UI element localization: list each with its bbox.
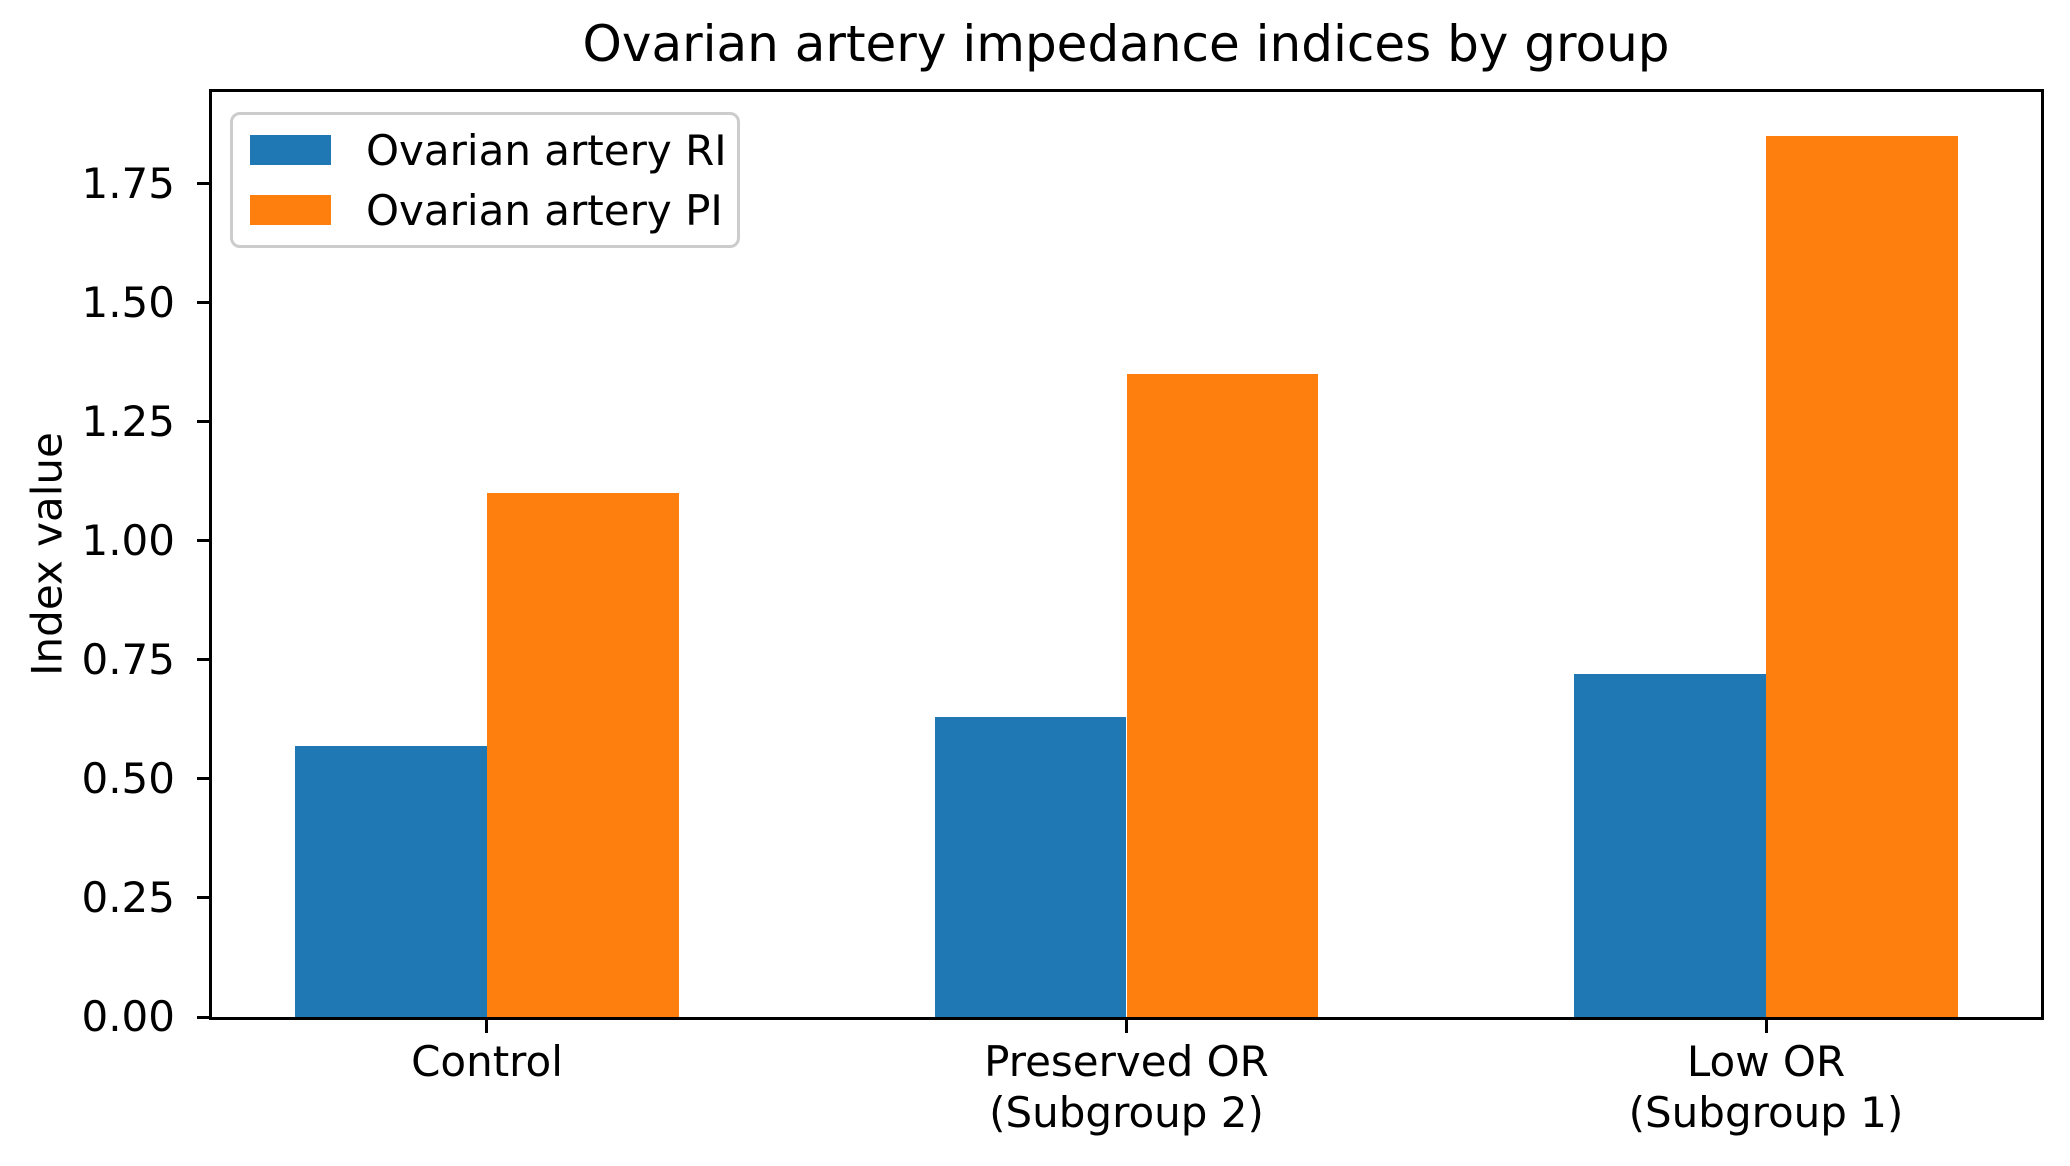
y-tick-label: 1.25: [81, 396, 175, 446]
y-tick-label: 1.00: [81, 515, 175, 565]
chart-title: Ovarian artery impedance indices by grou…: [582, 15, 1670, 73]
y-tick-mark: [197, 182, 209, 186]
bar: [295, 745, 487, 1017]
legend-swatch-pi: [250, 195, 331, 225]
y-tick-label: 0.00: [81, 992, 175, 1041]
legend: Ovarian artery RI Ovarian artery PI: [230, 112, 740, 248]
legend-label-ri: Ovarian artery RI: [366, 125, 727, 175]
y-tick-mark: [197, 1015, 209, 1019]
bar: [934, 717, 1127, 1017]
bar: [1126, 374, 1319, 1017]
x-tick-mark: [1764, 1020, 1768, 1033]
y-tick-mark: [197, 777, 209, 781]
x-tick-label: Low OR (Subgroup 1): [1628, 1037, 1904, 1137]
legend-item-pi: Ovarian artery PI: [233, 180, 737, 240]
y-tick-mark: [197, 658, 209, 662]
y-tick-mark: [197, 539, 209, 543]
x-tick-mark: [485, 1020, 489, 1033]
plot-area: [209, 89, 2044, 1020]
legend-label-pi: Ovarian artery PI: [366, 185, 723, 235]
y-tick-label: 1.50: [81, 277, 175, 327]
y-tick-mark: [197, 301, 209, 305]
y-tick-mark: [197, 420, 209, 424]
y-tick-label: 1.75: [81, 158, 175, 208]
x-tick-label: Preserved OR (Subgroup 2): [984, 1037, 1269, 1137]
legend-item-ri: Ovarian artery RI: [233, 120, 737, 180]
bar: [486, 493, 679, 1017]
legend-swatch-ri: [250, 135, 331, 165]
x-tick-label: Control: [411, 1037, 563, 1086]
bar: [1574, 674, 1766, 1017]
bar: [1766, 136, 1958, 1017]
x-tick-mark: [1125, 1020, 1128, 1033]
y-tick-label: 0.25: [81, 872, 175, 922]
y-tick-mark: [197, 896, 209, 900]
y-tick-label: 0.50: [81, 753, 175, 803]
y-tick-label: 0.75: [81, 634, 175, 684]
